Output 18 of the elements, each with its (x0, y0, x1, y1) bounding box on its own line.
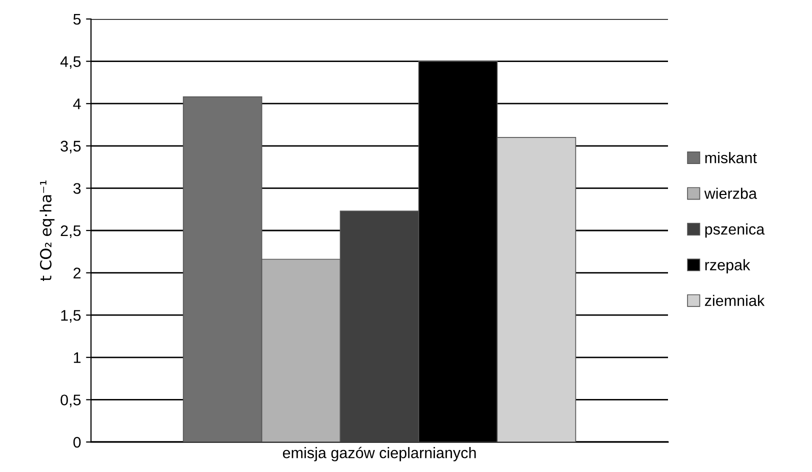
x-tick-label: emisja gazów cieplarnianych (282, 446, 476, 462)
y-tick-label: 3,5 (60, 140, 81, 154)
legend-label: miskant (705, 152, 757, 164)
y-tick-label: 0,5 (60, 394, 81, 408)
y-tick-label: 1,5 (61, 310, 81, 323)
y-tick-label: 2 (74, 268, 81, 278)
y-axis-title: t CO₂ eq·ha⁻¹ (40, 180, 54, 281)
y-tick-label: 4,5 (60, 56, 81, 69)
legend-label: pszenica (705, 223, 765, 238)
y-tick-label: 0 (73, 436, 81, 448)
y-tick-label: 4 (73, 98, 81, 110)
y-tick-label: 3 (73, 183, 81, 194)
y-tick-label: 1 (74, 352, 81, 363)
y-tick-label: 5 (73, 14, 81, 25)
y-tick-label: 2,5 (60, 225, 81, 238)
legend-label: rzepak (705, 259, 750, 274)
legend-label: ziemniak (704, 294, 765, 306)
legend-label: wierzba (704, 188, 757, 199)
